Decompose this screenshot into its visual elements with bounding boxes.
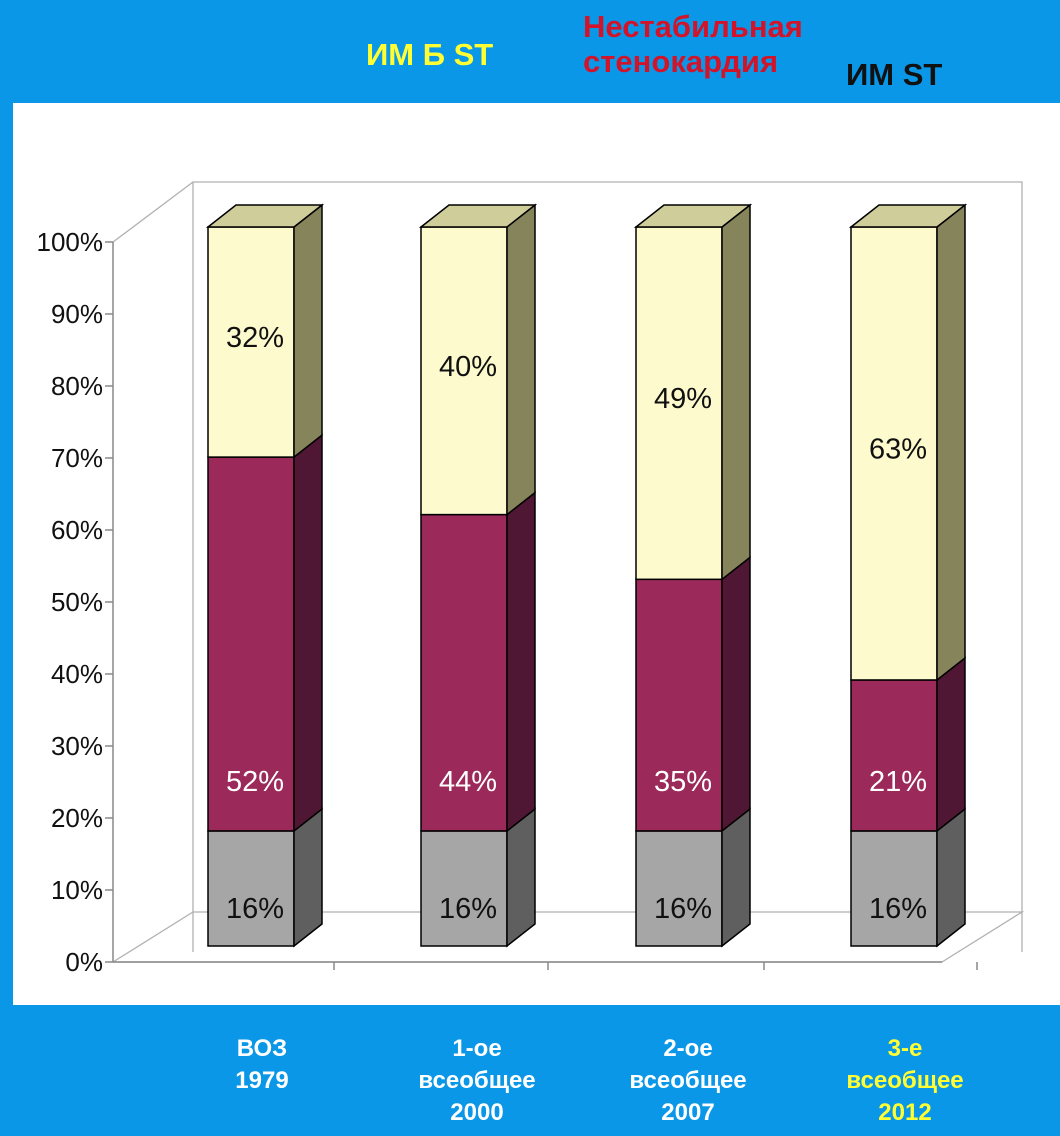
x-category-label-line: 2007 (661, 1099, 715, 1126)
bar-segment-front (207, 830, 295, 947)
bar-segment-front (850, 830, 938, 947)
x-category-label: 1-ое всеобщее 2000 (387, 1033, 567, 1129)
bar-data-label: 16% (654, 893, 712, 925)
bar-top-face (633, 204, 753, 228)
x-category-label-line: всеобщее (418, 1067, 536, 1094)
x-category-label-line: 1979 (235, 1067, 289, 1094)
bar-segment-side (506, 807, 536, 948)
x-category-label-line: 2000 (450, 1099, 504, 1126)
legend-label-unstable-angina-line2: стенокардия (583, 43, 779, 79)
bar-data-label: 16% (439, 893, 497, 925)
bar-segment-side (936, 203, 966, 682)
bar-data-label: 35% (654, 766, 712, 798)
bar-segment-side (293, 203, 323, 459)
bar-top-face (848, 204, 968, 228)
legend-label-im-b-st: ИМ Б ST (366, 37, 494, 72)
legend-label-im-st: ИМ ST (846, 57, 943, 92)
bar-segment-side (506, 491, 536, 833)
bar-segment-side (936, 807, 966, 948)
bar-segment-side (293, 433, 323, 833)
y-tick-label: 50% (51, 587, 103, 617)
bar-segment-side (293, 807, 323, 948)
x-category-label-line: ВОЗ (236, 1035, 288, 1062)
y-tick-label: 10% (51, 875, 103, 905)
y-tick-label: 20% (51, 803, 103, 833)
bar-segment-side (936, 656, 966, 833)
bar-data-label: 63% (869, 433, 927, 465)
y-tick-label: 90% (51, 299, 103, 329)
bar-data-label: 40% (439, 351, 497, 383)
bar-segment-front (420, 226, 508, 516)
y-tick-label: 40% (51, 659, 103, 689)
bar-segment-side (721, 203, 751, 581)
x-category-label-line: всеобщее (629, 1067, 747, 1094)
bar-segment-front (635, 578, 723, 832)
stacked-bar-chart: 0% 10% 20% 30% 40% 50% 60% 70% 80% 90% 100% 16% 52% 3… (37, 181, 1025, 977)
bar-segment-front (420, 830, 508, 947)
bar-data-label: 16% (226, 893, 284, 925)
x-category-label-line: 2012 (878, 1099, 932, 1126)
x-category-label: 3-е всеобщее 2012 (815, 1033, 995, 1129)
x-category-label-line: 3-е (887, 1035, 923, 1062)
bar-segment-side (721, 555, 751, 833)
y-tick-label: 70% (51, 443, 103, 473)
x-category-label-line: 2-ое (663, 1035, 713, 1062)
legend-label-unstable-angina: Нестабильная стенокардия (583, 9, 803, 79)
bar-data-label: 16% (869, 893, 927, 925)
x-category-label: 2-ое всеобщее 2007 (598, 1033, 778, 1129)
bar-data-label: 49% (654, 383, 712, 415)
y-tick-label: 80% (51, 371, 103, 401)
y-tick-label: 60% (51, 515, 103, 545)
bar-segment-front (850, 226, 938, 681)
bar-segment-front (207, 456, 295, 832)
bar-data-label: 44% (439, 766, 497, 798)
chart-panel: 0% 10% 20% 30% 40% 50% 60% 70% 80% 90% 100% 16% 52% 3… (13, 103, 1060, 1005)
bar-top-face (205, 204, 325, 228)
chart-back-wall (112, 181, 1023, 952)
bar-segment-front (207, 226, 295, 458)
legend-label-unstable-angina-line1: Нестабильная (583, 9, 803, 44)
y-tick-label: 30% (51, 731, 103, 761)
bar-segment-side (506, 203, 536, 517)
bar-segment-front (850, 679, 938, 832)
y-tick-label: 100% (37, 227, 104, 257)
x-category-label-line: всеобщее (846, 1067, 964, 1094)
y-tick-label: 0% (65, 947, 103, 977)
bar-segment-side (721, 807, 751, 948)
bar-data-label: 21% (869, 766, 927, 798)
bar-data-label: 32% (226, 322, 284, 354)
bar-segment-front (635, 830, 723, 947)
bar-segment-front (420, 513, 508, 832)
x-category-label: ВОЗ 1979 (172, 1033, 352, 1097)
x-category-label-line: 1-ое (452, 1035, 502, 1062)
bar-top-face (418, 204, 538, 228)
bar-data-label: 52% (226, 766, 284, 798)
